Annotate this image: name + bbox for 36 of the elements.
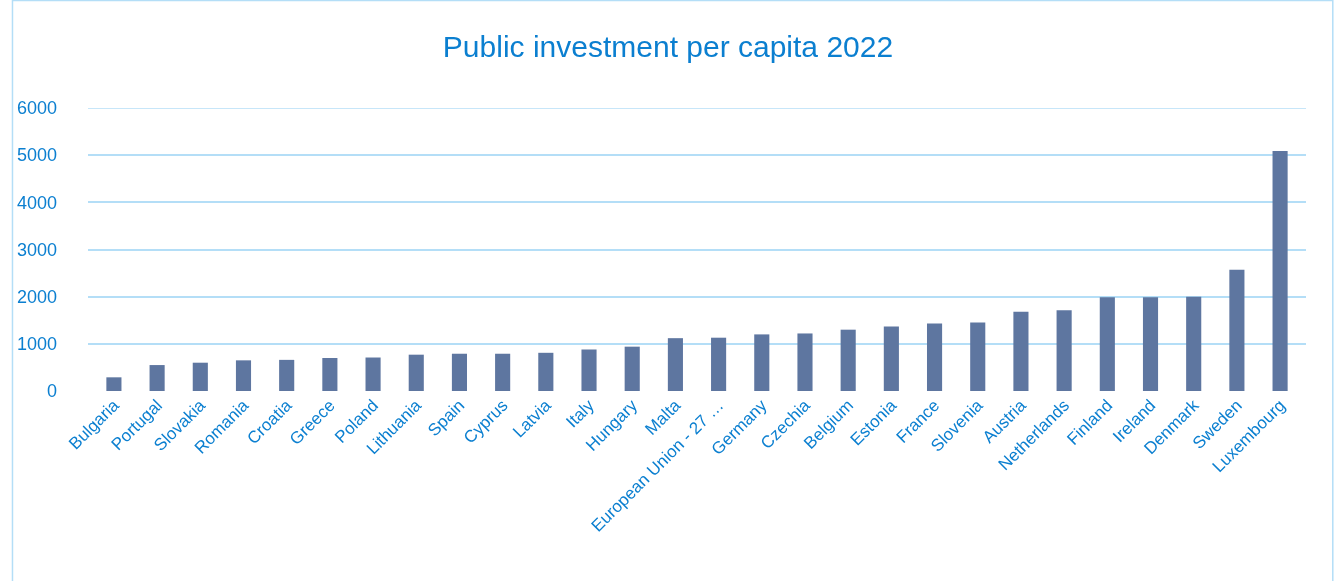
y-tick-label: 2000 (16, 286, 57, 307)
bar (1272, 150, 1288, 391)
y-tick-label: 6000 (16, 98, 57, 119)
y-tick-label: 5000 (16, 145, 57, 166)
y-tick-label: 1000 (16, 334, 57, 355)
bar (1229, 269, 1245, 391)
bar (797, 333, 813, 391)
bar (451, 353, 468, 391)
chart-title: Public investment per capita 2022 (442, 29, 894, 63)
bar (1142, 297, 1159, 391)
bar (840, 329, 856, 391)
y-tick-label: 4000 (16, 192, 57, 213)
bar (408, 354, 424, 391)
bar (279, 359, 295, 391)
bar (1013, 311, 1029, 391)
bar (495, 353, 511, 391)
bar (106, 377, 122, 391)
bar (1099, 297, 1115, 391)
bar (754, 334, 770, 391)
bar (149, 365, 165, 391)
bar (365, 357, 381, 391)
bar (883, 326, 899, 391)
y-tick-label: 0 (46, 381, 57, 402)
bar (581, 349, 597, 391)
bar (667, 338, 683, 391)
y-tick-label: 3000 (16, 239, 57, 260)
bar (1056, 310, 1072, 391)
bar (1186, 296, 1202, 391)
bar (322, 357, 338, 391)
bar (538, 352, 554, 391)
bar (711, 337, 727, 391)
bar (970, 322, 986, 391)
bar (926, 323, 943, 391)
bar (624, 346, 640, 391)
bar (192, 362, 208, 391)
bar (235, 360, 252, 391)
